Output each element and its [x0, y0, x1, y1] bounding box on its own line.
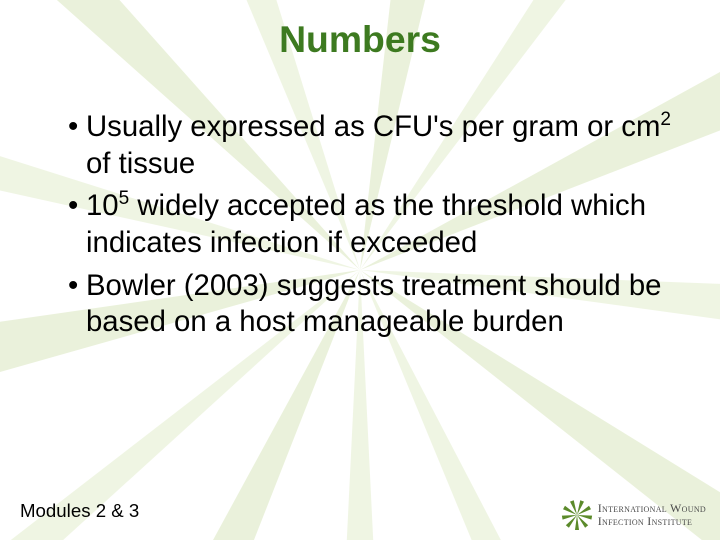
footer-module-label: Modules 2 & 3 — [20, 500, 139, 522]
bullet-list: Usually expressed as CFU's per gram or c… — [46, 109, 674, 341]
footer-logo: International Wound Infection Institute — [562, 500, 706, 530]
bullet-item: Usually expressed as CFU's per gram or c… — [68, 109, 674, 182]
footer-logo-text: International Wound Infection Institute — [598, 502, 706, 527]
logo-starburst-icon — [562, 500, 592, 530]
bullet-item: Bowler (2003) suggests treatment should … — [68, 268, 674, 341]
bullet-item: 105 widely accepted as the threshold whi… — [68, 188, 674, 261]
footer-logo-line2: Infection Institute — [598, 515, 706, 528]
slide-content: Numbers Usually expressed as CFU's per g… — [0, 0, 720, 540]
slide-title: Numbers — [46, 18, 674, 61]
